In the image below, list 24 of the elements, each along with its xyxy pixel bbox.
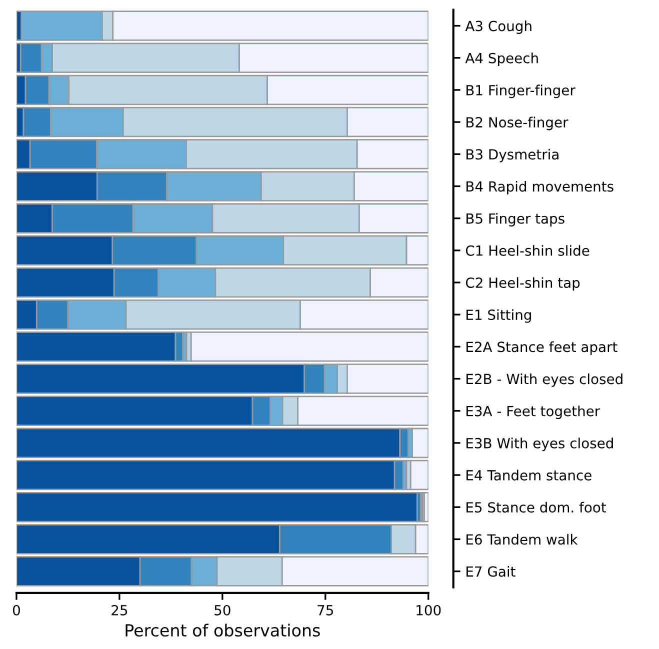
y-tick-label: E1 Sitting — [466, 309, 531, 323]
y-tick-label: A3 Cough — [465, 20, 532, 34]
x-tick-label: 0 — [12, 604, 20, 616]
y-tick-label: E2A Stance feet apart — [466, 341, 618, 355]
y-tick-label: B4 Rapid movements — [466, 180, 614, 194]
y-tick-label: C1 Heel-shin slide — [466, 245, 590, 256]
y-tick-label: B2 Nose-finger — [466, 116, 568, 130]
y-tick-label: E2B - With eyes closed — [466, 373, 622, 387]
x-axis-title: Percent of observations — [126, 624, 320, 637]
y-tick-label: A4 Speech — [465, 52, 538, 66]
y-tick-label: E4 Tandem stance — [466, 470, 592, 481]
y-tick-label: E6 Tandem walk — [466, 534, 578, 545]
x-tick-label: 100 — [416, 604, 441, 616]
y-tick-label: E7 Gait — [466, 566, 516, 577]
y-tick-label: E5 Stance dom. foot — [466, 502, 606, 513]
x-tick-label: 75 — [318, 605, 334, 616]
y-tick-label: B1 Finger-finger — [466, 84, 576, 98]
x-tick-label: 50 — [214, 604, 230, 616]
x-tick-label: 25 — [112, 604, 128, 616]
y-tick-label: C2 Heel-shin tap — [466, 277, 580, 291]
y-tick-label: B5 Finger taps — [466, 213, 564, 226]
y-tick-label: B3 Dysmetria — [466, 148, 558, 162]
y-tick-label: E3B With eyes closed — [466, 438, 613, 452]
y-tick-label: E3A - Feet together — [466, 406, 600, 420]
